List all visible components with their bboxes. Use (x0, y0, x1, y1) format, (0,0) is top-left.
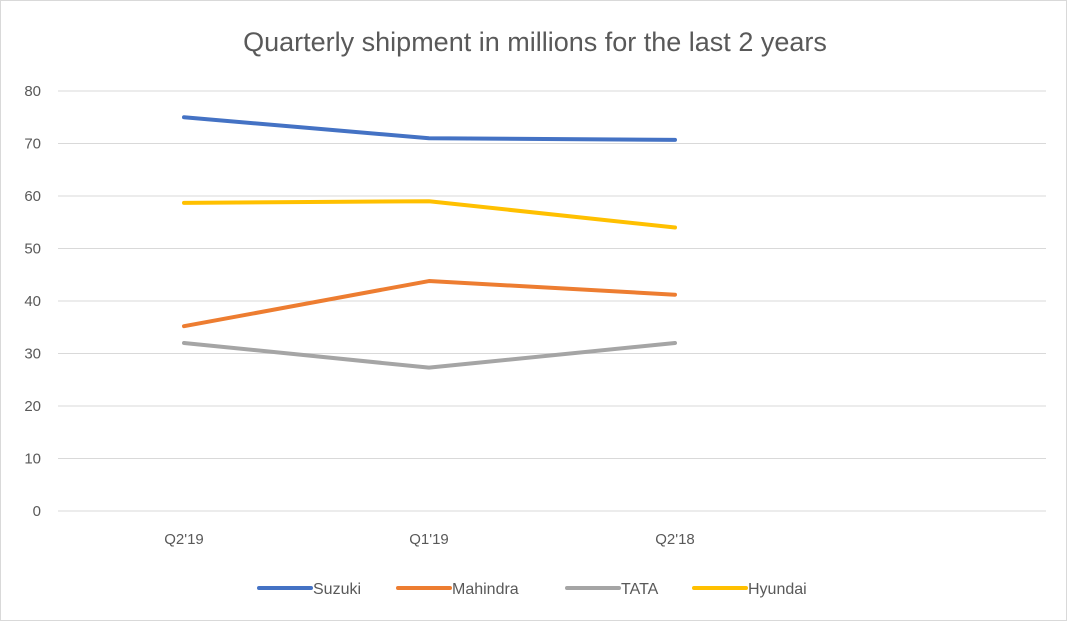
y-tick-label: 70 (24, 136, 41, 153)
y-tick-label: 20 (24, 398, 41, 415)
legend-label: Suzuki (313, 581, 361, 598)
gridlines (58, 90, 1046, 512)
y-tick-label: 60 (24, 188, 41, 205)
y-tick-label: 50 (24, 241, 41, 258)
y-tick-label: 80 (24, 83, 41, 100)
series-line-tata (182, 341, 677, 370)
series-line-hyundai (182, 199, 677, 230)
legend-label: Hyundai (748, 581, 807, 598)
y-tick-label: 40 (24, 293, 41, 310)
x-tick-label: Q2'19 (164, 531, 204, 548)
x-axis-ticks: Q2'19 Q1'19 Q2'18 (164, 531, 695, 548)
series-line-suzuki (182, 115, 677, 142)
chart-title: Quarterly shipment in millions for the l… (243, 27, 827, 57)
x-tick-label: Q1'19 (409, 531, 449, 548)
x-tick-label: Q2'18 (655, 531, 695, 548)
legend: Suzuki Mahindra TATA Hyundai (257, 581, 807, 598)
y-tick-label: 10 (24, 451, 41, 468)
legend-label: TATA (621, 581, 659, 598)
y-axis-ticks: 0 10 20 30 40 50 60 70 80 (24, 83, 41, 520)
y-tick-label: 0 (33, 503, 41, 520)
legend-label: Mahindra (452, 581, 519, 598)
series-lines (182, 115, 677, 370)
series-line-mahindra (182, 279, 677, 329)
y-tick-label: 30 (24, 346, 41, 363)
